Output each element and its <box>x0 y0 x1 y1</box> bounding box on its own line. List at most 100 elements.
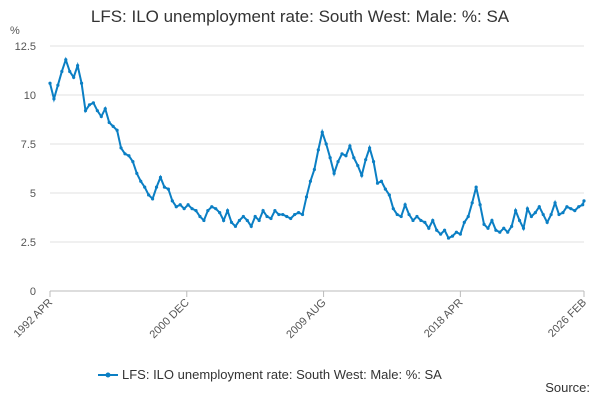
x-tick-label: 2009 AUG <box>284 297 328 341</box>
point <box>387 193 391 197</box>
point <box>249 224 253 228</box>
point <box>462 220 466 224</box>
point <box>581 203 585 207</box>
point <box>545 220 549 224</box>
point <box>206 209 210 213</box>
point <box>328 156 332 160</box>
y-axis-unit: % <box>10 25 20 37</box>
x-tick-label: 2026 FEB <box>546 297 589 340</box>
point <box>454 230 459 234</box>
point <box>127 154 131 158</box>
point <box>289 216 293 221</box>
point <box>83 109 88 113</box>
point <box>277 212 281 217</box>
point <box>119 146 123 150</box>
point <box>494 228 498 232</box>
point <box>446 236 451 240</box>
y-tick-label: 2.5 <box>21 237 36 249</box>
point <box>178 203 182 207</box>
point <box>391 207 395 211</box>
legend-marker <box>105 372 111 378</box>
point <box>320 130 324 134</box>
point <box>502 226 506 230</box>
point <box>439 232 443 236</box>
point <box>222 218 226 223</box>
point <box>186 203 190 207</box>
point <box>237 218 241 223</box>
point <box>561 211 565 215</box>
point <box>442 228 447 232</box>
point <box>506 230 510 234</box>
point <box>423 220 427 224</box>
point <box>194 209 198 213</box>
point <box>478 203 482 207</box>
point <box>103 107 107 111</box>
point <box>182 207 186 211</box>
point <box>541 212 545 217</box>
point <box>170 199 174 203</box>
point <box>293 212 297 217</box>
point <box>435 228 439 232</box>
y-tick-label: 12.5 <box>15 41 36 53</box>
point <box>324 142 328 146</box>
point <box>582 199 586 203</box>
point <box>482 222 486 226</box>
point <box>316 148 320 152</box>
chart-title: LFS: ILO unemployment rate: South West: … <box>91 7 510 26</box>
point <box>76 64 80 68</box>
point <box>261 209 265 213</box>
point <box>269 216 273 221</box>
point <box>312 167 316 172</box>
point <box>360 173 364 177</box>
point <box>174 205 178 209</box>
point <box>368 146 372 150</box>
point <box>411 218 415 223</box>
point <box>517 218 522 223</box>
point <box>225 209 230 213</box>
point <box>214 207 218 211</box>
point <box>348 144 352 148</box>
point <box>549 212 553 217</box>
point <box>419 218 423 223</box>
legend-label: LFS: ILO unemployment rate: South West: … <box>122 367 442 382</box>
point <box>510 224 514 228</box>
point <box>304 195 309 199</box>
point <box>577 205 581 209</box>
x-tick-label: 1992 APR <box>12 297 56 341</box>
x-tick-label: 2018 APR <box>422 297 466 341</box>
y-tick-label: 10 <box>24 90 36 102</box>
point <box>218 211 222 215</box>
point <box>537 205 541 209</box>
point <box>281 212 285 217</box>
point <box>569 207 573 211</box>
point <box>533 211 537 215</box>
point <box>91 101 96 105</box>
point <box>470 201 474 205</box>
point <box>529 214 533 219</box>
point <box>99 114 103 119</box>
point <box>123 152 127 156</box>
point <box>403 203 407 207</box>
point <box>474 185 478 189</box>
point <box>431 218 435 223</box>
point <box>565 205 569 209</box>
point <box>210 205 214 209</box>
point <box>68 69 72 74</box>
point <box>395 212 399 217</box>
point <box>162 185 167 189</box>
point <box>253 214 257 219</box>
point <box>135 171 139 175</box>
point <box>166 187 170 191</box>
point <box>115 128 119 132</box>
point <box>379 179 384 183</box>
point <box>154 185 159 189</box>
point <box>158 175 163 179</box>
point <box>198 214 202 219</box>
point <box>143 185 147 189</box>
point <box>498 230 502 234</box>
point <box>79 81 84 85</box>
point <box>399 214 403 219</box>
point <box>131 160 135 164</box>
point <box>300 212 305 217</box>
